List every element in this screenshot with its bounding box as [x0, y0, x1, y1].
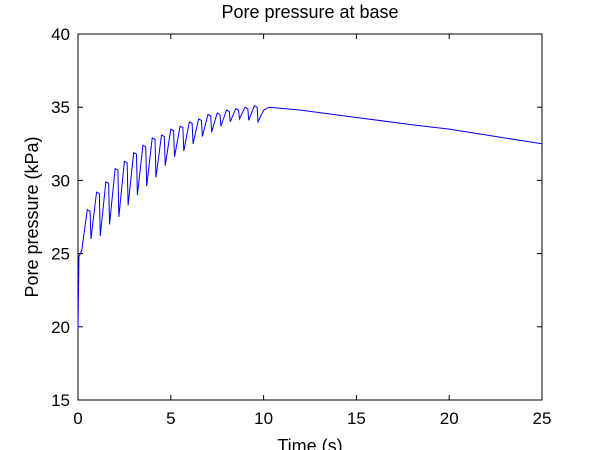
chart-title: Pore pressure at base — [221, 2, 398, 22]
y-axis-label: Pore pressure (kPa) — [22, 136, 42, 297]
data-line — [77, 105, 543, 330]
x-tick-label: 0 — [73, 409, 82, 428]
x-axis-label: Time (s) — [277, 436, 342, 450]
y-tick-label: 35 — [51, 98, 70, 117]
y-tick-label: 15 — [51, 391, 70, 410]
y-tick-label: 25 — [51, 245, 70, 264]
plot-area — [77, 33, 543, 401]
y-tick-label: 30 — [51, 171, 70, 190]
y-tick-label: 40 — [51, 25, 70, 44]
x-tick-label: 25 — [533, 409, 552, 428]
x-tick-label: 20 — [440, 409, 459, 428]
x-tick-label: 10 — [254, 409, 273, 428]
x-tick-label: 15 — [347, 409, 366, 428]
y-tick-label: 20 — [51, 318, 70, 337]
x-tick-label: 5 — [166, 409, 175, 428]
